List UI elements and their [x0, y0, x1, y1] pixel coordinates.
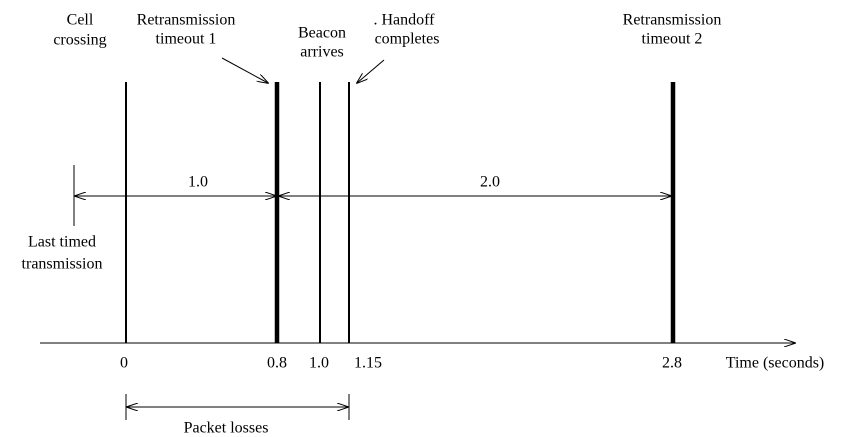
event-label: Cell: [67, 12, 94, 29]
pointer-arrow: [357, 59, 385, 83]
axis-label: Time (seconds): [726, 355, 825, 372]
transmission-label: Last timed: [28, 234, 96, 251]
event-label: timeout 2: [642, 31, 703, 48]
axis-tick-label: 0: [120, 355, 128, 372]
interval-label: 2.0: [480, 174, 500, 191]
axis-tick-label: 1.15: [354, 355, 382, 372]
event-label: arrives: [300, 44, 344, 61]
interval-label: 1.0: [188, 174, 208, 191]
event-label: Retransmission: [137, 12, 236, 29]
axis-tick-label: 2.8: [662, 355, 682, 372]
event-label: Retransmission: [623, 12, 722, 29]
axis-tick-label: 1.0: [309, 355, 329, 372]
pointer-arrow: [221, 57, 268, 83]
transmission-label: transmission: [22, 256, 103, 273]
packet-loss-label: Packet losses: [184, 420, 269, 437]
event-label: completes: [375, 31, 440, 48]
event-label: crossing: [53, 32, 106, 49]
event-label: Beacon: [298, 25, 346, 42]
event-label: . Handoff: [373, 12, 435, 29]
axis-tick-label: 0.8: [267, 355, 287, 372]
event-label: timeout 1: [156, 31, 217, 48]
